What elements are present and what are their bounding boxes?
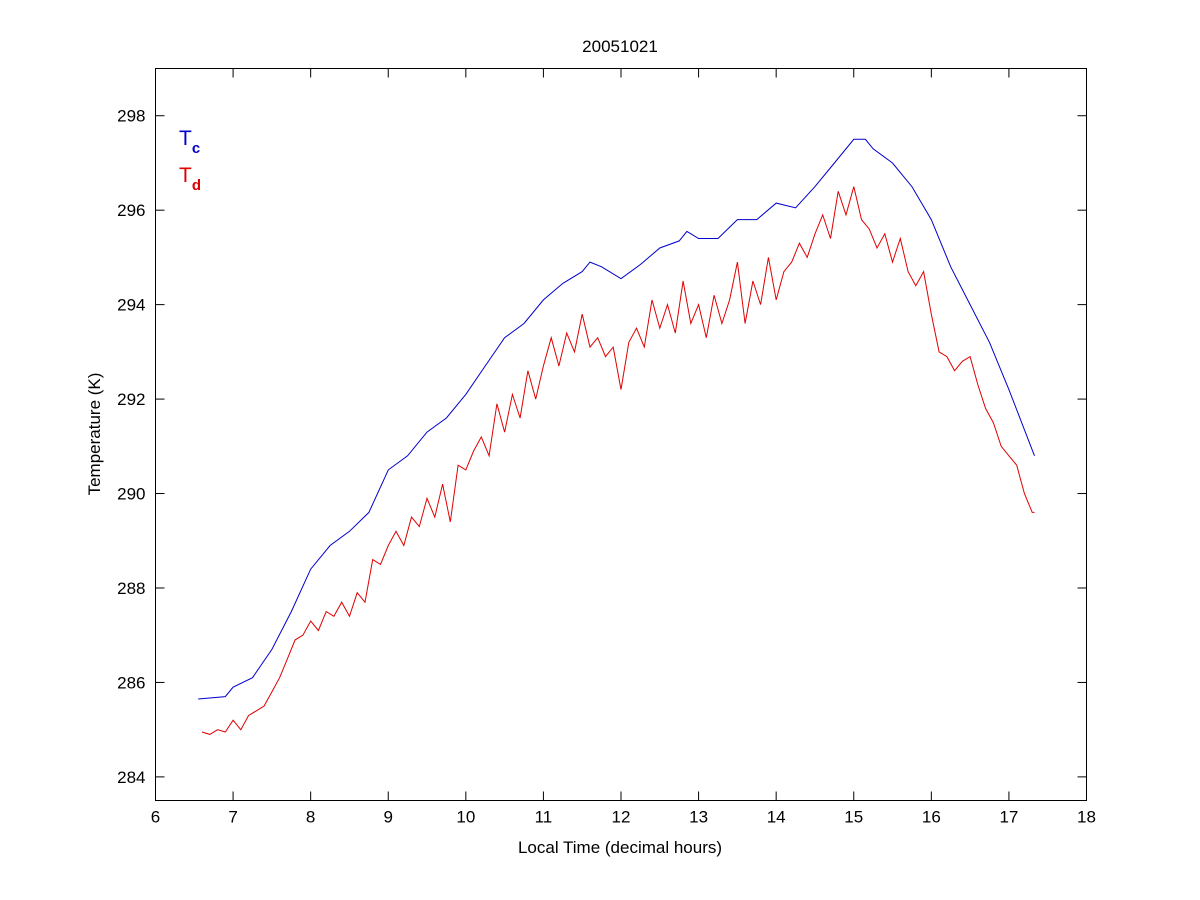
y-tick-label: 298: [117, 107, 145, 126]
x-tick-label: 17: [999, 808, 1018, 827]
x-tick-label: 18: [1077, 808, 1096, 827]
x-tick-label: 7: [228, 808, 237, 827]
x-tick-label: 8: [306, 808, 315, 827]
x-tick-label: 15: [844, 808, 863, 827]
y-tick-label: 292: [117, 390, 145, 409]
series-line-td: [201, 186, 1035, 735]
y-tick-label: 284: [117, 768, 145, 787]
legend-td-sub: d: [192, 177, 201, 194]
x-tick-label: 14: [767, 808, 786, 827]
y-tick-label: 296: [117, 201, 145, 220]
legend-td: Td: [179, 164, 201, 194]
axis-ticks: 6 7 8 9 10 11 12 13 14 15 16 17 18 284 286 288 290 292 294…: [117, 68, 1096, 827]
x-tick-label: 16: [922, 808, 941, 827]
y-tick-label: 294: [117, 296, 145, 315]
series-line-tc: [198, 138, 1035, 700]
y-tick-label: 288: [117, 579, 145, 598]
series-lines: [198, 138, 1035, 735]
x-tick-label: 10: [456, 808, 475, 827]
x-tick-label: 12: [612, 808, 631, 827]
legend-tc: Tc: [179, 127, 200, 157]
legend-td-main: T: [179, 164, 192, 187]
y-axis-label: Temperature (K): [85, 373, 104, 496]
x-tick-label: 9: [384, 808, 393, 827]
x-axis-label: Local Time (decimal hours): [518, 838, 722, 857]
legend-tc-sub: c: [192, 140, 200, 157]
y-tick-label: 286: [117, 673, 145, 692]
y-tick-label: 290: [117, 485, 145, 504]
plot-area: [155, 68, 1087, 801]
x-tick-label: 13: [689, 808, 708, 827]
x-tick-label: 11: [535, 808, 553, 827]
chart-title: 20051021: [582, 37, 658, 56]
x-tick-label: 6: [151, 808, 160, 827]
legend: Tc Td: [179, 127, 201, 194]
legend-tc-main: T: [179, 127, 192, 150]
